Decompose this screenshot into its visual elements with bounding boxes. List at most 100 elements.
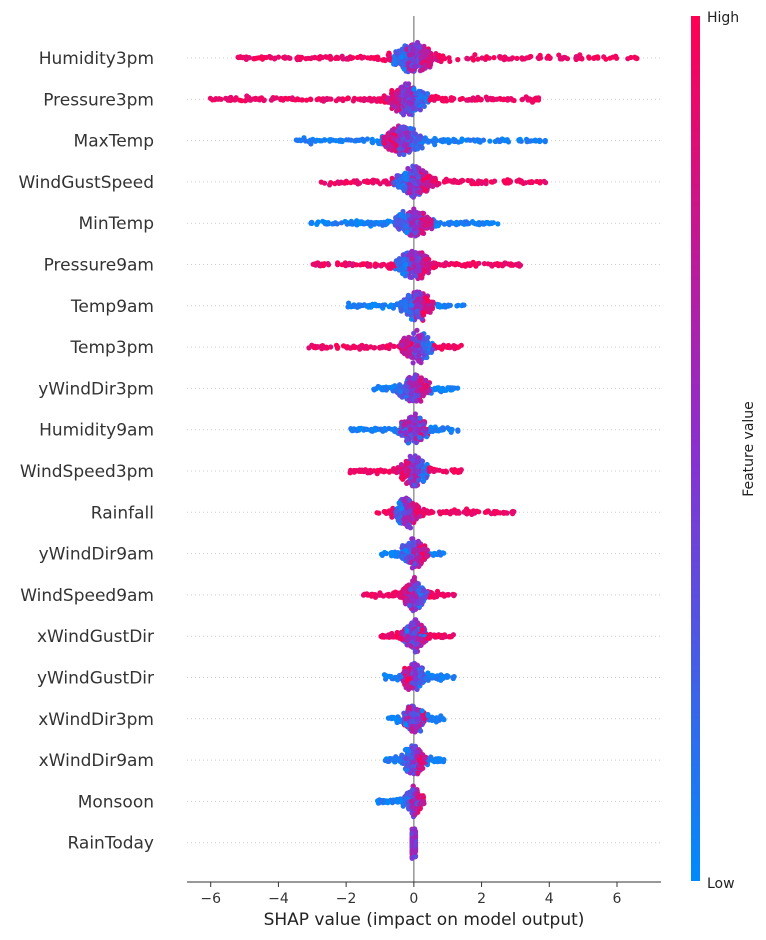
shap-point (364, 426, 370, 432)
shap-point (336, 180, 342, 186)
shap-point (376, 510, 382, 516)
shap-point (333, 98, 339, 104)
shap-point (424, 222, 430, 228)
shap-point (426, 465, 432, 471)
shap-point (516, 177, 522, 183)
shap-point (503, 137, 509, 143)
shap-point (470, 57, 476, 63)
shap-point (536, 95, 542, 101)
shap-point (428, 508, 434, 514)
shap-point (333, 55, 339, 62)
shap-point (411, 86, 417, 92)
shap-point (481, 261, 487, 267)
shap-point (314, 221, 320, 227)
shap-point (346, 303, 352, 309)
shap-point (413, 90, 419, 96)
shap-point (422, 345, 428, 351)
shap-point (372, 261, 379, 267)
shap-point (322, 180, 328, 186)
shap-point (522, 180, 529, 186)
shap-point (386, 53, 392, 59)
shap-point (407, 453, 413, 459)
shap-point (244, 93, 250, 99)
shap-point (401, 510, 407, 516)
shap-point (521, 56, 528, 62)
shap-point (410, 360, 416, 366)
shap-point (416, 477, 422, 483)
shap-point (492, 178, 498, 184)
shap-point (381, 94, 387, 100)
shap-point (415, 469, 421, 475)
shap-point (308, 138, 315, 144)
shap-point (316, 261, 322, 267)
shap-point (358, 468, 364, 474)
shap-point (340, 343, 347, 349)
shap-point (633, 55, 640, 61)
shap-point (462, 262, 468, 268)
shap-point (423, 48, 429, 54)
shap-point (345, 95, 351, 101)
shap-point (414, 144, 420, 151)
shap-point (321, 262, 327, 268)
shap-point (353, 137, 359, 143)
shap-point (351, 343, 357, 349)
shap-point (233, 95, 239, 101)
shap-point (595, 54, 601, 60)
shap-point (368, 344, 374, 350)
shap-point (494, 509, 500, 515)
shap-point (407, 184, 413, 190)
shap-point (483, 181, 489, 187)
shap-point (404, 147, 410, 154)
shap-point (414, 101, 420, 107)
shap-point (412, 347, 418, 353)
shap-point (422, 427, 428, 433)
shap-point (445, 342, 451, 349)
shap-point (402, 170, 408, 176)
shap-point (358, 425, 364, 431)
shap-point (421, 43, 427, 49)
shap-point (302, 138, 309, 144)
shap-point (603, 56, 609, 62)
shap-point (432, 142, 438, 148)
shap-point (399, 432, 405, 438)
shap-point (253, 55, 259, 61)
shap-point (306, 345, 312, 351)
shap-point (426, 56, 432, 62)
shap-point (365, 303, 372, 309)
shap-point (427, 97, 433, 103)
shap-point (398, 475, 404, 481)
shap-point (381, 469, 387, 475)
shap-point (415, 263, 421, 269)
shap-point (496, 138, 502, 145)
shap-point (441, 98, 447, 104)
shap-point (380, 57, 386, 63)
shap-point (426, 388, 432, 394)
shap-point (425, 91, 431, 97)
shap-point (403, 175, 409, 181)
shap-point (458, 219, 464, 225)
shap-point (535, 55, 541, 61)
shap-point (348, 469, 355, 475)
shap-point (396, 266, 402, 272)
shap-point (359, 55, 365, 61)
shap-point (488, 262, 494, 268)
shap-point (487, 95, 493, 101)
shap-point (432, 56, 438, 62)
shap-point (413, 398, 419, 404)
shap-point (419, 60, 425, 66)
shap-point (416, 434, 423, 441)
shap-point (425, 183, 431, 189)
shap-point (404, 350, 410, 356)
shap-point (607, 55, 613, 61)
shap-point (326, 137, 332, 143)
shap-point (415, 296, 421, 302)
shap-point (415, 314, 421, 320)
shap-point (420, 309, 426, 316)
shap-point (273, 95, 279, 101)
shap-point (455, 509, 462, 516)
shap-point (382, 509, 388, 515)
shap-point (422, 95, 428, 101)
shap-point (415, 343, 421, 349)
shap-point (226, 97, 232, 103)
shap-point (417, 107, 423, 113)
